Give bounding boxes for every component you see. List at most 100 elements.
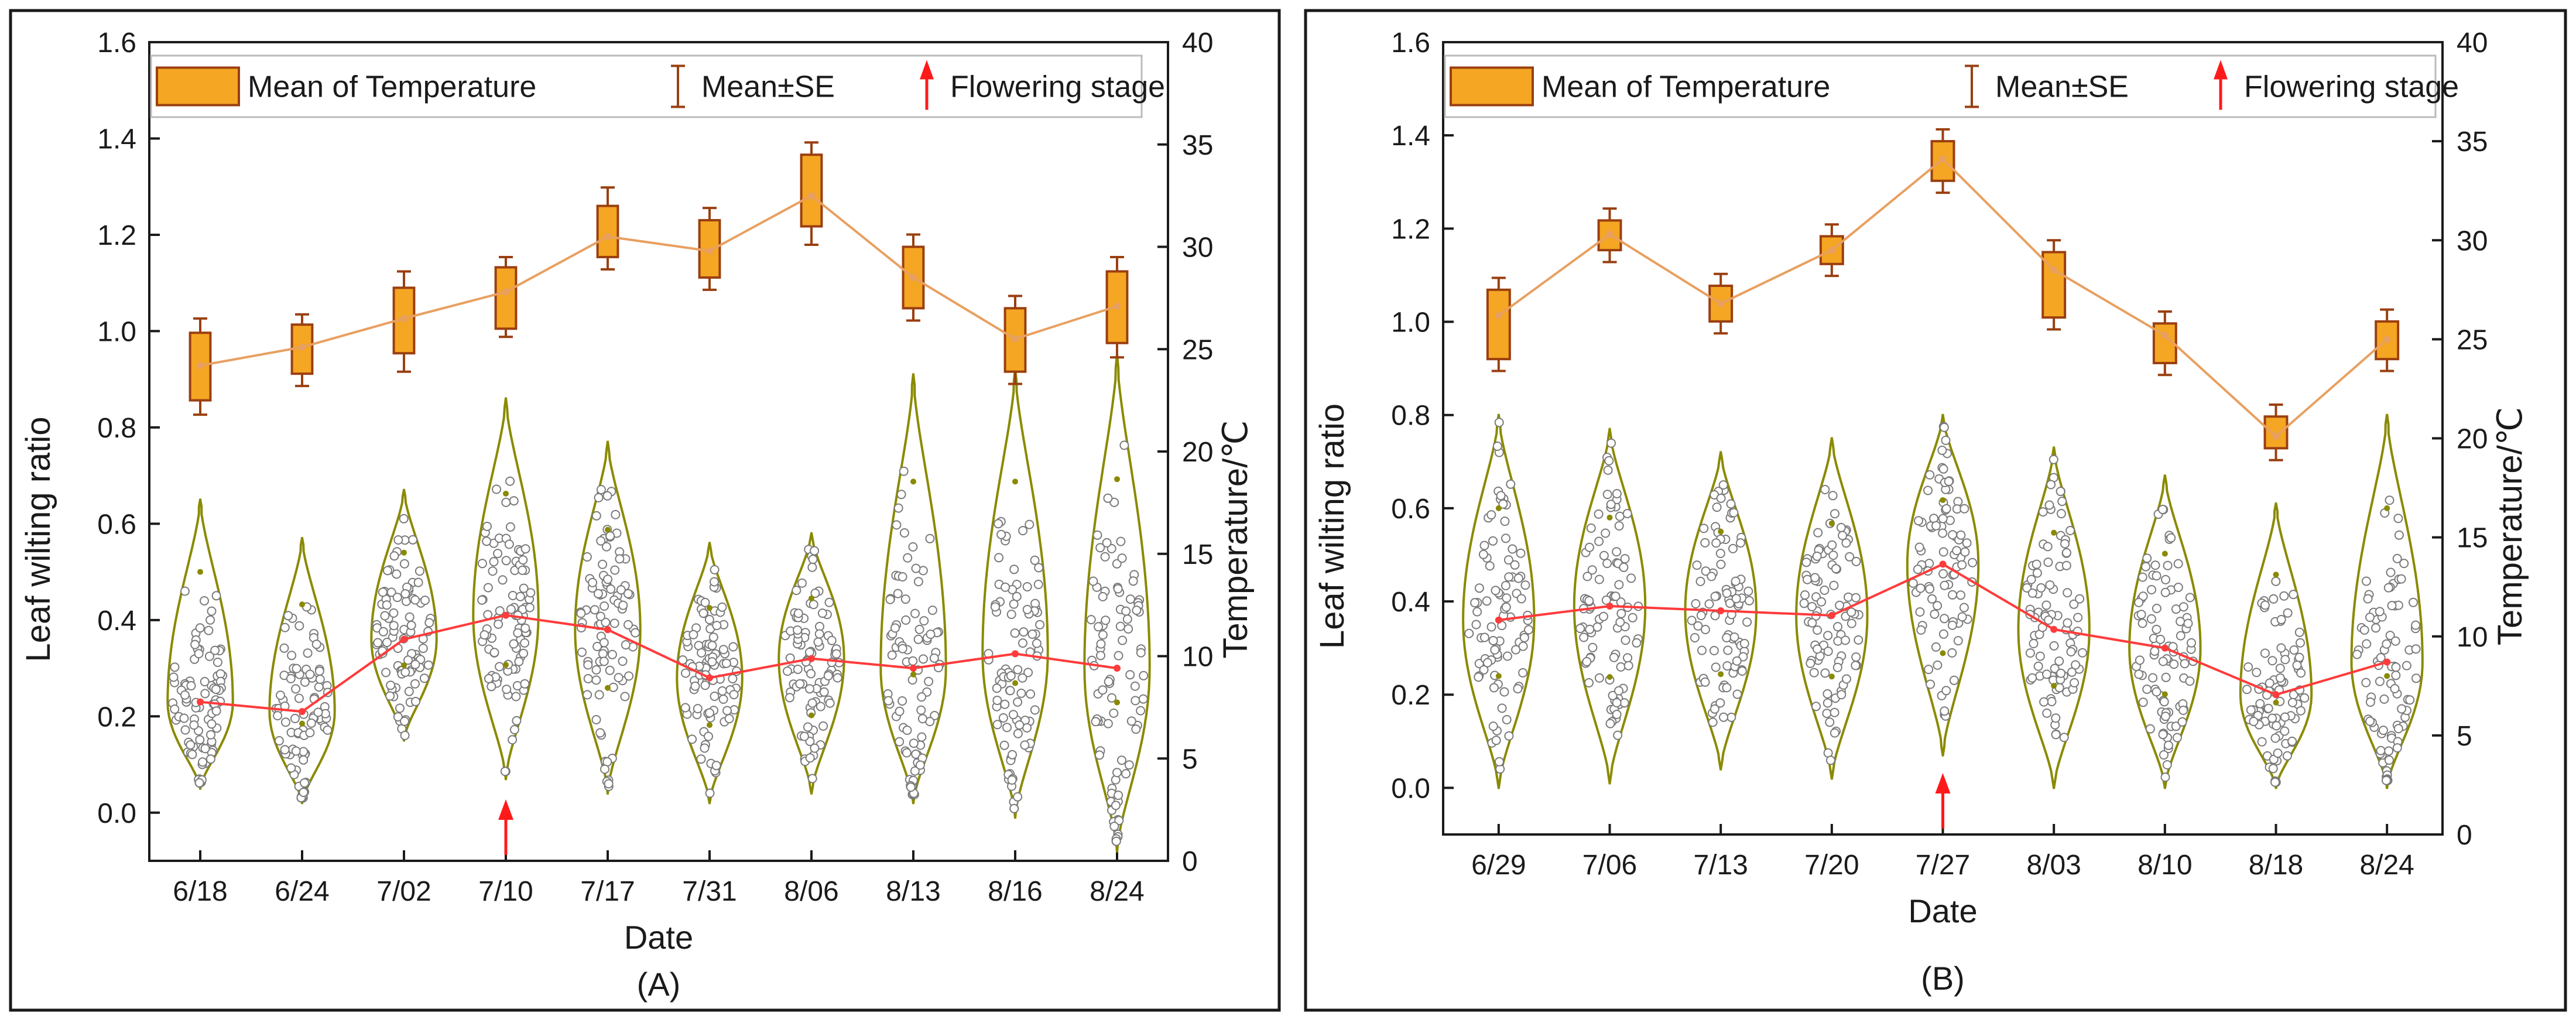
wilting-point	[785, 693, 794, 703]
wilting-point	[1728, 543, 1738, 553]
wilting-point	[1095, 543, 1105, 553]
wilting-point	[1959, 603, 1969, 613]
wilting-point	[291, 684, 301, 694]
wilting-point	[1823, 647, 1833, 656]
wilting-point	[1103, 719, 1113, 728]
wilting-point	[400, 667, 410, 677]
wilting-point	[274, 736, 284, 745]
wilting-point	[2294, 627, 2304, 637]
wilting-point	[1489, 683, 1499, 693]
wilting-point	[1584, 678, 1594, 687]
wilting-point	[583, 660, 593, 670]
wilting-point	[1851, 593, 1861, 603]
wilting-point	[489, 557, 499, 567]
wilting-point	[400, 589, 410, 598]
wilting-mean-point	[197, 698, 204, 706]
wilting-mean-point	[1717, 607, 1725, 614]
wilting-point	[1518, 668, 1528, 678]
wilting-point	[2032, 559, 2041, 569]
wilting-point	[2171, 604, 2181, 614]
wilting-point	[520, 544, 530, 554]
wilting-point	[294, 621, 304, 631]
wilting-point	[2159, 697, 2169, 707]
wilting-point	[1938, 464, 1948, 474]
wilting-point	[1941, 436, 1951, 445]
wilting-point	[1602, 559, 1612, 569]
wilting-point	[2411, 620, 2421, 630]
x-tick-label: 7/17	[580, 876, 635, 907]
wilting-point	[303, 648, 313, 658]
wilting-point	[793, 625, 803, 635]
wilting-point	[2066, 647, 2076, 656]
wilting-mean-point	[400, 635, 407, 643]
wilting-point	[1924, 559, 1934, 569]
wilting-point	[2145, 724, 2155, 734]
wilting-point	[721, 658, 731, 668]
wilting-point	[2152, 604, 2161, 613]
wilting-point	[998, 713, 1008, 723]
wilting-point	[1139, 671, 1149, 680]
wilting-point	[1582, 656, 1592, 666]
wilting-point	[2141, 562, 2151, 572]
wilting-point	[2142, 685, 2152, 694]
wilting-point	[913, 634, 923, 644]
violin-center-dot	[1828, 673, 1835, 680]
wilting-point	[305, 728, 315, 738]
temp-mean-point	[299, 343, 306, 351]
panel-a: 0.0 0.2 0.4 0.6 0.8 1.0 1.2 1.4 1.6 0 5 10 15 20 25 30 3…	[9, 9, 1281, 1012]
wilting-point	[1820, 485, 1830, 494]
wilting-point	[211, 685, 221, 695]
wilting-point	[693, 704, 703, 714]
wilting-point	[186, 681, 196, 690]
violin-center-dot	[503, 662, 509, 668]
right-y-tick-label: 35	[2457, 126, 2488, 158]
wilting-point	[1107, 693, 1116, 703]
violin-center-dot	[1495, 505, 1502, 511]
wilting-point	[718, 645, 728, 655]
violin-shape	[472, 397, 540, 781]
wilting-point	[2185, 676, 2195, 686]
wilting-point	[405, 612, 415, 622]
wilting-point	[1131, 724, 1141, 734]
wilting-point	[1727, 712, 1736, 722]
wilting-point	[601, 617, 611, 627]
wilting-point	[1718, 480, 1728, 490]
wilting-point	[2378, 726, 2388, 736]
panel-b: 0.0 0.2 0.4 0.6 0.8 1.0 1.2 1.4 1.6 0 5 10 15 20 25 30 3…	[1304, 9, 2567, 1012]
wilting-point	[994, 553, 1004, 563]
wilting-point	[697, 648, 707, 658]
x-tick-label: 7/31	[682, 876, 737, 907]
violin-shape	[1684, 451, 1758, 771]
wilting-point	[519, 648, 529, 658]
violin-center-dot	[910, 478, 916, 485]
wilting-point	[215, 669, 225, 679]
wilting-point	[399, 559, 409, 569]
left-y-tick-label: 0.2	[1391, 680, 1430, 711]
wilting-point	[2180, 659, 2190, 669]
wilting-point	[2022, 583, 2032, 593]
wilting-point	[404, 686, 414, 696]
wilting-point	[1488, 536, 1498, 546]
wilting-point	[520, 679, 530, 689]
wilting-point	[902, 748, 912, 758]
x-tick-label: 7/10	[478, 876, 533, 907]
legend-swatch-temp	[1450, 66, 1534, 107]
wilting-point	[1018, 673, 1027, 683]
wilting-point	[393, 535, 403, 545]
wilting-point	[2043, 542, 2053, 552]
wilting-point	[526, 588, 536, 598]
wilting-point	[294, 693, 304, 703]
wilting-point	[2029, 639, 2039, 648]
wilting-mean-point	[1606, 603, 1614, 610]
wilting-point	[495, 662, 505, 672]
wilting-point	[1584, 542, 1594, 552]
wilting-point	[1612, 489, 1622, 498]
wilting-point	[1506, 479, 1516, 489]
wilting-point	[1827, 540, 1837, 550]
wilting-point	[1940, 580, 1950, 590]
wilting-point	[1575, 624, 1585, 634]
wilting-point	[615, 554, 625, 564]
violin-center-dot	[299, 720, 305, 727]
wilting-point	[423, 660, 433, 670]
wilting-point	[488, 566, 498, 576]
